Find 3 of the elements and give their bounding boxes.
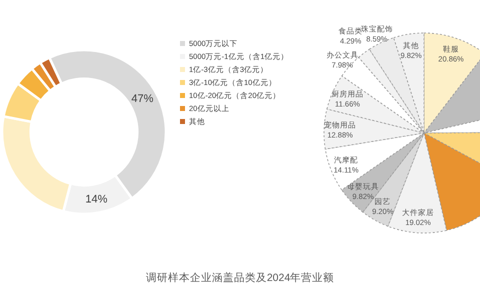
text: 调研样本企业涵盖品类及2024年营业额: [146, 271, 334, 284]
data-label: 14%: [85, 193, 108, 206]
data-label: 47%: [131, 92, 154, 105]
